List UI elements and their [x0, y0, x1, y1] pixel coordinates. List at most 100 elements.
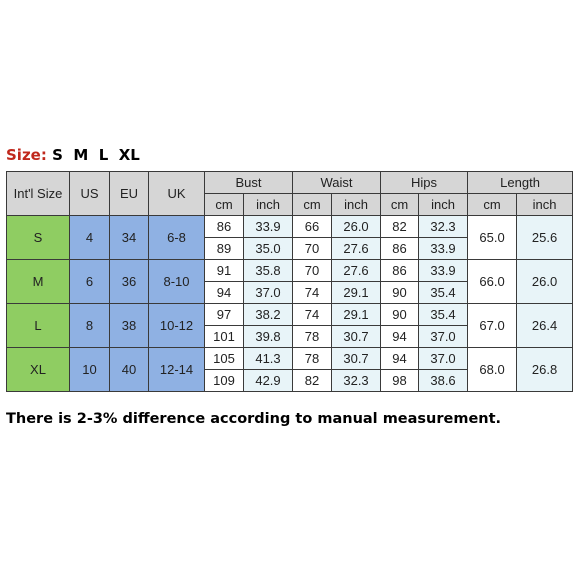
length-cm-cell: 66.0: [467, 259, 518, 304]
hips-cm-cell: 94: [380, 325, 420, 348]
hips-inch-cell: 35.4: [418, 303, 469, 326]
waist-header: Waist: [292, 171, 382, 194]
size-cell: XL: [6, 347, 70, 392]
hips-cm-cell: 82: [380, 215, 420, 238]
size-chart-table: Int'l Size US EU UK Bust Waist Hips Leng…: [6, 171, 574, 392]
uk-header: UK: [148, 171, 205, 216]
waist-cm-cell: 70: [292, 237, 333, 260]
table-row: M 6 36 8-10 91 35.8 70 27.6 86 33.9 66.0 26.0: [6, 259, 574, 304]
size-cell: M: [6, 259, 70, 304]
waist-inch-cell: 32.3: [331, 369, 382, 392]
bust-cm-cell: 94: [204, 281, 244, 304]
hips-cm-cell: 90: [380, 303, 420, 326]
length-inch-header: inch: [516, 193, 574, 216]
length-cm-cell: 67.0: [467, 303, 518, 348]
uk-cell: 6-8: [148, 215, 205, 260]
waist-cm-cell: 82: [292, 369, 333, 392]
bust-cm-cell: 109: [204, 369, 244, 392]
table-row: 109 42.9 82 32.3 98 38.6: [7, 369, 573, 392]
table-row: L 8 38 10-12 97 38.2 74 29.1 90 35.4 67.0 26.4: [6, 303, 574, 348]
bust-inch-cell: 35.0: [242, 237, 294, 260]
waist-inch-cell: 30.7: [331, 347, 382, 370]
eu-cell: 34: [109, 215, 149, 260]
hips-cm-cell: 86: [380, 259, 420, 282]
size-label: Size:: [6, 146, 47, 164]
length-cm-cell: 65.0: [467, 215, 518, 260]
hips-inch-cell: 35.4: [418, 281, 469, 304]
table-row: 94 37.0 74 29.1 90 35.4: [7, 281, 573, 304]
length-inch-cell: 25.6: [516, 215, 574, 260]
us-cell: 10: [69, 347, 110, 392]
hips-cm-cell: 86: [380, 237, 420, 260]
waist-inch-header: inch: [331, 193, 382, 216]
size-line: Size: S M L XL: [6, 145, 140, 165]
eu-cell: 38: [109, 303, 149, 348]
waist-cm-cell: 78: [292, 347, 333, 370]
hips-inch-cell: 32.3: [418, 215, 469, 238]
measurement-note: There is 2-3% difference according to ma…: [6, 411, 502, 427]
waist-inch-cell: 29.1: [331, 281, 382, 304]
waist-cm-header: cm: [292, 193, 333, 216]
waist-inch-cell: 27.6: [331, 237, 382, 260]
uk-cell: 10-12: [148, 303, 205, 348]
waist-cm-cell: 66: [292, 215, 333, 238]
bust-inch-cell: 42.9: [242, 369, 294, 392]
us-header: US: [69, 171, 110, 216]
bust-inch-cell: 37.0: [242, 281, 294, 304]
bust-cm-cell: 91: [204, 259, 244, 282]
intl-size-header: Int'l Size: [6, 171, 70, 216]
table-row: 89 35.0 70 27.6 86 33.9: [7, 237, 573, 260]
waist-inch-cell: 27.6: [331, 259, 382, 282]
hips-inch-cell: 37.0: [418, 325, 469, 348]
length-inch-cell: 26.0: [516, 259, 574, 304]
us-cell: 4: [69, 215, 110, 260]
eu-cell: 40: [109, 347, 149, 392]
bust-inch-cell: 33.9: [242, 215, 294, 238]
eu-cell: 36: [109, 259, 149, 304]
bust-inch-header: inch: [242, 193, 294, 216]
table-row: 101 39.8 78 30.7 94 37.0: [7, 325, 573, 348]
hips-inch-header: inch: [418, 193, 469, 216]
hips-cm-cell: 98: [380, 369, 420, 392]
hips-inch-cell: 33.9: [418, 259, 469, 282]
table-row: S 4 34 6-8 86 33.9 66 26.0 82 32.3 65.0 25.6: [6, 215, 574, 260]
bust-cm-cell: 101: [204, 325, 244, 348]
header-row-2: cm inch cm inch cm inch cm inch: [7, 193, 574, 216]
hips-cm-cell: 94: [380, 347, 420, 370]
length-inch-cell: 26.8: [516, 347, 574, 392]
hips-cm-cell: 90: [380, 281, 420, 304]
bust-cm-cell: 89: [204, 237, 244, 260]
waist-cm-cell: 74: [292, 303, 333, 326]
hips-cm-header: cm: [380, 193, 420, 216]
table-row: XL 10 40 12-14 105 41.3 78 30.7 94 37.0 68.0 26.8: [6, 347, 574, 392]
hips-inch-cell: 37.0: [418, 347, 469, 370]
bust-header: Bust: [203, 171, 294, 194]
header-row-1: Int'l Size US EU UK Bust Waist Hips Leng…: [6, 171, 574, 216]
bust-inch-cell: 41.3: [242, 347, 294, 370]
hips-header: Hips: [380, 171, 469, 194]
bust-inch-cell: 35.8: [242, 259, 294, 282]
hips-inch-cell: 33.9: [418, 237, 469, 260]
waist-inch-cell: 26.0: [331, 215, 382, 238]
uk-cell: 8-10: [148, 259, 205, 304]
eu-header: EU: [109, 171, 149, 216]
hips-inch-cell: 38.6: [418, 369, 469, 392]
uk-cell: 12-14: [148, 347, 205, 392]
bust-cm-header: cm: [204, 193, 244, 216]
size-cell: L: [6, 303, 70, 348]
length-cm-header: cm: [467, 193, 518, 216]
bust-inch-cell: 39.8: [242, 325, 294, 348]
bust-inch-cell: 38.2: [242, 303, 294, 326]
bust-cm-cell: 97: [204, 303, 244, 326]
waist-cm-cell: 70: [292, 259, 333, 282]
waist-inch-cell: 30.7: [331, 325, 382, 348]
length-inch-cell: 26.4: [516, 303, 574, 348]
bust-cm-cell: 105: [204, 347, 244, 370]
length-cm-cell: 68.0: [467, 347, 518, 392]
waist-cm-cell: 78: [292, 325, 333, 348]
size-cell: S: [6, 215, 70, 260]
length-header: Length: [467, 171, 574, 194]
bust-cm-cell: 86: [204, 215, 244, 238]
us-cell: 8: [69, 303, 110, 348]
size-list: S M L XL: [52, 146, 140, 164]
